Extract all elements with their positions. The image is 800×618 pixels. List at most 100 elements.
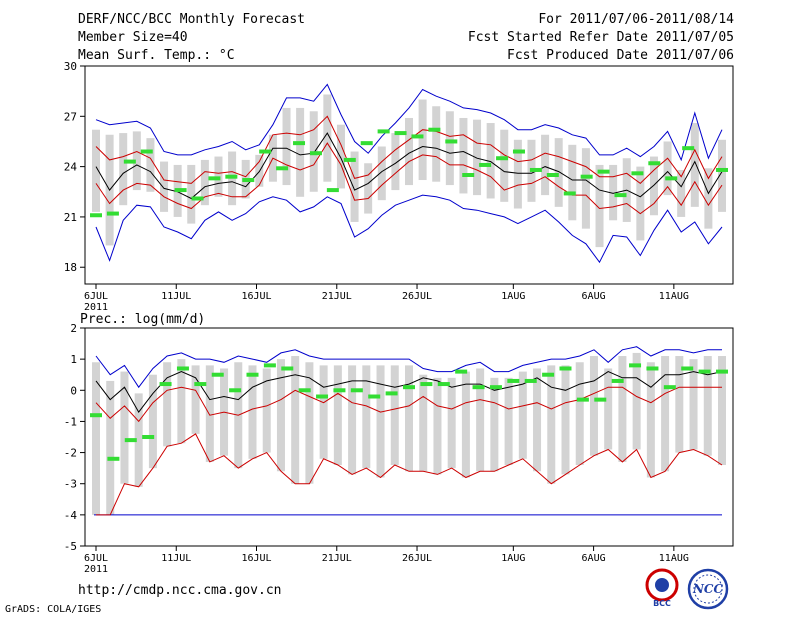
observed-marker bbox=[281, 366, 294, 371]
spread-box bbox=[541, 134, 550, 196]
spread-box bbox=[418, 99, 427, 181]
forecast-title: DERF/NCC/BCC Monthly Forecast bbox=[78, 12, 305, 27]
spread-box bbox=[663, 141, 672, 196]
x-tick-label: 6AUG bbox=[582, 291, 606, 302]
observed-marker bbox=[597, 169, 610, 174]
y-tick-label: -2 bbox=[64, 447, 77, 460]
observed-marker bbox=[142, 435, 155, 439]
forecast-produced-date: Fcst Produced Date 2011/07/06 bbox=[507, 48, 734, 63]
observed-marker bbox=[563, 191, 576, 196]
spread-box bbox=[333, 365, 342, 466]
spread-box bbox=[433, 377, 442, 475]
spread-box bbox=[362, 365, 371, 469]
spread-box bbox=[336, 124, 345, 189]
spread-box bbox=[282, 107, 291, 186]
observed-marker bbox=[611, 378, 624, 383]
y-tick-label: 1 bbox=[70, 353, 77, 366]
observed-marker bbox=[208, 176, 221, 181]
spread-box bbox=[703, 356, 712, 456]
spread-box bbox=[319, 365, 328, 459]
q3-series-line bbox=[95, 115, 723, 185]
x-tick-label: 11AUG bbox=[659, 291, 689, 302]
observed-marker bbox=[360, 141, 373, 146]
x-tick-label: 1AUG bbox=[501, 553, 525, 564]
spread-box bbox=[547, 365, 556, 484]
spread-box bbox=[350, 151, 359, 222]
spread-box bbox=[649, 156, 658, 216]
spread-box bbox=[120, 371, 129, 484]
spread-box bbox=[119, 133, 128, 206]
observed-marker bbox=[174, 188, 187, 193]
spread-box bbox=[689, 359, 698, 450]
y-tick-label: -5 bbox=[64, 540, 77, 553]
y-tick-label: 30 bbox=[64, 60, 77, 73]
spread-box bbox=[134, 393, 143, 487]
observed-marker bbox=[246, 372, 259, 377]
spread-box bbox=[500, 129, 509, 202]
spread-box bbox=[390, 365, 399, 466]
y-tick-label: 2 bbox=[70, 322, 77, 335]
q0-series-line bbox=[96, 433, 723, 516]
observed-marker bbox=[420, 382, 433, 387]
median-series-line bbox=[95, 132, 723, 200]
spread-box bbox=[191, 365, 200, 434]
website-url[interactable]: http://cmdp.ncc.cma.gov.cn bbox=[78, 583, 282, 598]
x-tick-label: 16JUL bbox=[241, 553, 271, 564]
observed-marker bbox=[368, 394, 381, 399]
observed-marker bbox=[629, 363, 642, 368]
observed-marker bbox=[140, 149, 153, 154]
spread-box bbox=[704, 168, 713, 229]
observed-marker bbox=[716, 167, 728, 172]
observed-marker bbox=[648, 161, 661, 166]
spread-box bbox=[92, 129, 100, 212]
spread-box bbox=[575, 362, 584, 466]
bcc-logo-core bbox=[655, 578, 669, 592]
spread-box bbox=[677, 169, 686, 217]
x-year-label: 2011 bbox=[84, 564, 108, 575]
spread-box bbox=[296, 107, 305, 197]
y-tick-label: 27 bbox=[64, 110, 77, 123]
x-tick-label: 6JUL bbox=[84, 553, 108, 564]
observed-marker bbox=[194, 382, 207, 387]
spread-box bbox=[513, 139, 522, 209]
x-tick-label: 21JUL bbox=[322, 553, 352, 564]
observed-marker bbox=[242, 178, 255, 183]
precipitation-panel-frame bbox=[84, 327, 734, 547]
spread-box bbox=[661, 356, 670, 472]
spread-box bbox=[445, 111, 454, 186]
spread-box bbox=[160, 161, 169, 212]
observed-marker bbox=[542, 372, 555, 377]
q1-series-line bbox=[95, 142, 723, 215]
spread-box bbox=[323, 94, 332, 182]
spread-box bbox=[461, 371, 470, 478]
x-tick-label: 11AUG bbox=[659, 553, 689, 564]
spread-box bbox=[604, 368, 613, 450]
spread-box bbox=[618, 356, 627, 462]
y-tick-label: -3 bbox=[64, 478, 77, 491]
observed-marker bbox=[107, 456, 120, 461]
spread-box bbox=[205, 365, 214, 462]
observed-marker bbox=[665, 176, 678, 181]
q1-series-line bbox=[95, 386, 722, 423]
observed-marker bbox=[524, 378, 537, 383]
observed-marker bbox=[229, 388, 242, 393]
observed-marker bbox=[124, 438, 137, 443]
spread-box bbox=[376, 365, 385, 478]
spread-box bbox=[533, 368, 542, 472]
x-tick-label: 6JUL bbox=[84, 291, 108, 302]
observed-marker bbox=[455, 369, 468, 374]
observed-marker bbox=[350, 388, 363, 393]
spread-box bbox=[364, 163, 373, 214]
observed-marker bbox=[106, 211, 119, 216]
x-tick-label: 11JUL bbox=[161, 291, 191, 302]
spread-box bbox=[581, 148, 590, 229]
spread-box bbox=[632, 352, 641, 450]
forecast-period: For 2011/07/06-2011/08/14 bbox=[538, 12, 734, 27]
observed-marker bbox=[580, 174, 593, 179]
observed-marker bbox=[333, 388, 346, 393]
spread-box bbox=[718, 139, 726, 212]
observed-marker bbox=[276, 166, 289, 171]
observed-marker bbox=[225, 174, 238, 179]
spread-box bbox=[473, 119, 482, 196]
spread-box bbox=[92, 362, 100, 515]
